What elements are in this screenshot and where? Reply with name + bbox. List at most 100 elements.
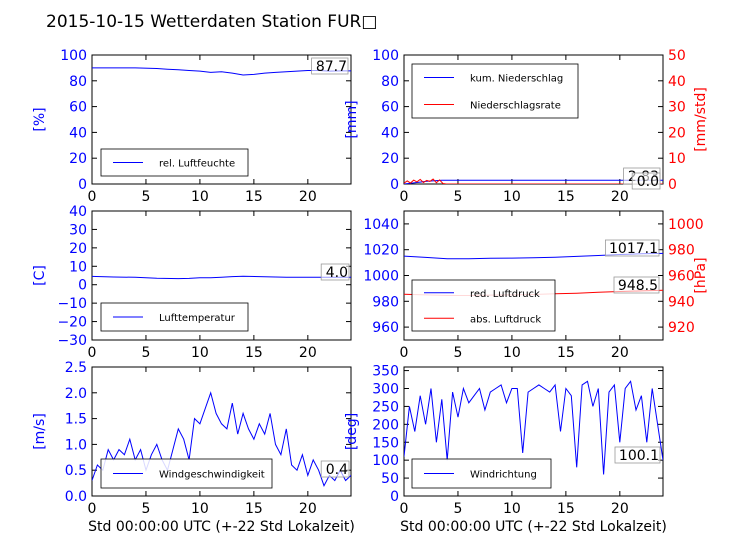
subplot-3: 0 5 10 15 20 −30 −20 −10 0 10 20 30 40 [C] Lufttempera… (32, 204, 352, 361)
y-tick-label: 30 (69, 222, 87, 238)
x-tick-label: 0 (400, 345, 409, 361)
series-line-2 (404, 178, 663, 184)
subplot-5: 0 5 10 15 20 0.0 0.5 1.0 1.5 2.0 2.5 [m/s] Std 00:00… (32, 360, 355, 535)
y-tick-label: 100 (60, 48, 87, 64)
y-tick-label: 100 (372, 48, 399, 64)
x-tick-label: 0 (400, 501, 409, 517)
y-axis-label: [%] (32, 107, 48, 131)
legend-label: kum. Niederschlag (470, 74, 563, 85)
subplot-4: 0 5 10 15 20 960 980 1000 1020 1040 920 940 960 980 10… (363, 210, 709, 361)
y2-tick-label: 920 (668, 320, 695, 336)
value-annotation: 87.7 (316, 59, 347, 75)
y-tick-label: 40 (69, 204, 87, 220)
x-tick-label: 20 (299, 189, 317, 205)
legend-label: abs. Luftdruck (470, 314, 541, 325)
y-tick-label: 0 (390, 489, 399, 505)
x-tick-label: 15 (245, 189, 263, 205)
value-annotation-box (613, 276, 660, 294)
value-annotation-box (614, 446, 661, 464)
y-tick-label: 20 (381, 151, 399, 167)
y-tick-label: 1040 (363, 217, 399, 233)
y-tick-label: 0.5 (65, 463, 87, 479)
y2-tick-label: 940 (668, 294, 695, 310)
y-axis-label: [mm] (344, 100, 360, 138)
subplot-2: 0 5 10 15 20 0 20 40 60 80 100 0 10 20 30 40 50 [mm/std] [… (344, 48, 709, 205)
y2-tick-label: 1000 (668, 217, 704, 233)
y-tick-label: 0.0 (65, 489, 87, 505)
y-tick-label: 250 (372, 399, 399, 415)
x-tick-label: 10 (503, 189, 521, 205)
figure-title: 2015-10-15 Wetterdaten Station FUR□ (46, 12, 377, 32)
y-tick-label: −10 (57, 296, 87, 312)
x-tick-label: 5 (453, 345, 462, 361)
x-tick-label: 15 (557, 189, 575, 205)
legend-box (411, 63, 579, 119)
value-annotation-box (605, 239, 660, 257)
y-tick-label: 300 (372, 382, 399, 398)
x-tick-label: 0 (88, 345, 97, 361)
y-tick-label: 2.5 (65, 360, 87, 376)
x-tick-label: 0 (88, 501, 97, 517)
legend-label: Lufttemperatur (159, 313, 236, 324)
x-tick-label: 5 (141, 345, 150, 361)
y-tick-label: 80 (381, 74, 399, 90)
legend-box (411, 279, 556, 332)
y-tick-label: 40 (381, 125, 399, 141)
value-annotation: 100.1 (619, 448, 659, 464)
value-annotation-box (320, 460, 350, 478)
value-annotation: 0.0 (637, 174, 659, 190)
y-tick-label: 50 (381, 471, 399, 487)
x-tick-label: 15 (245, 345, 263, 361)
y-axis-label: [C] (32, 265, 48, 286)
x-tick-label: 5 (453, 189, 462, 205)
y-tick-label: 10 (69, 259, 87, 275)
x-tick-label: 10 (191, 501, 209, 517)
y-tick-label: 100 (372, 453, 399, 469)
y2-tick-label: 50 (668, 48, 686, 64)
legend-label: red. Luftdruck (470, 289, 540, 300)
y2-tick-label: 0 (668, 177, 677, 193)
legend-label: Windgeschwindigkeit (159, 470, 265, 481)
value-annotation: 4.0 (326, 265, 348, 281)
y2-axis-label: [hPa] (693, 257, 709, 293)
x-tick-label: 5 (141, 501, 150, 517)
x-tick-label: 0 (400, 189, 409, 205)
y2-tick-label: 960 (668, 269, 695, 285)
value-annotation: 1017.1 (609, 241, 658, 257)
y-tick-label: 60 (69, 100, 87, 116)
y2-axis-label: [mm/std] (693, 87, 709, 152)
y2-tick-label: 10 (668, 151, 686, 167)
x-tick-label: 5 (453, 501, 462, 517)
y-tick-label: 1000 (363, 269, 399, 285)
legend-label: Niederschlagsrate (470, 101, 561, 112)
x-tick-label: 10 (191, 189, 209, 205)
y-tick-label: 1.0 (65, 437, 87, 453)
y-tick-label: 150 (372, 435, 399, 451)
x-axis-label: Std 00:00:00 UTC (+-22 Std Lokalzeit) (88, 519, 355, 535)
y2-tick-label: 20 (668, 125, 686, 141)
x-tick-label: 20 (299, 501, 317, 517)
y-tick-label: 350 (372, 364, 399, 380)
x-axis-label: Std 00:00:00 UTC (+-22 Std Lokalzeit) (400, 519, 667, 535)
y2-tick-label: 980 (668, 243, 695, 259)
y-tick-label: 20 (69, 241, 87, 257)
x-tick-label: 15 (557, 345, 575, 361)
y-tick-label: 1.5 (65, 412, 87, 428)
y-tick-label: 40 (69, 125, 87, 141)
x-tick-label: 15 (245, 501, 263, 517)
y2-tick-label: 30 (668, 100, 686, 116)
value-annotation-box (311, 57, 349, 75)
x-tick-label: 10 (503, 501, 521, 517)
y-tick-label: 20 (69, 151, 87, 167)
subplot-1: 0 5 10 15 20 0 20 40 60 80 100 [%] rel. Luftfeuchte 8… (32, 48, 352, 205)
y-tick-label: 1020 (363, 243, 399, 259)
x-tick-label: 10 (503, 345, 521, 361)
y-tick-label: 80 (69, 74, 87, 90)
y-tick-label: 0 (78, 177, 87, 193)
x-tick-label: 10 (191, 345, 209, 361)
value-annotation-box (631, 172, 661, 190)
legend-label: rel. Luftfeuchte (159, 159, 235, 170)
y-tick-label: −20 (57, 315, 87, 331)
y-tick-label: 2.0 (65, 386, 87, 402)
